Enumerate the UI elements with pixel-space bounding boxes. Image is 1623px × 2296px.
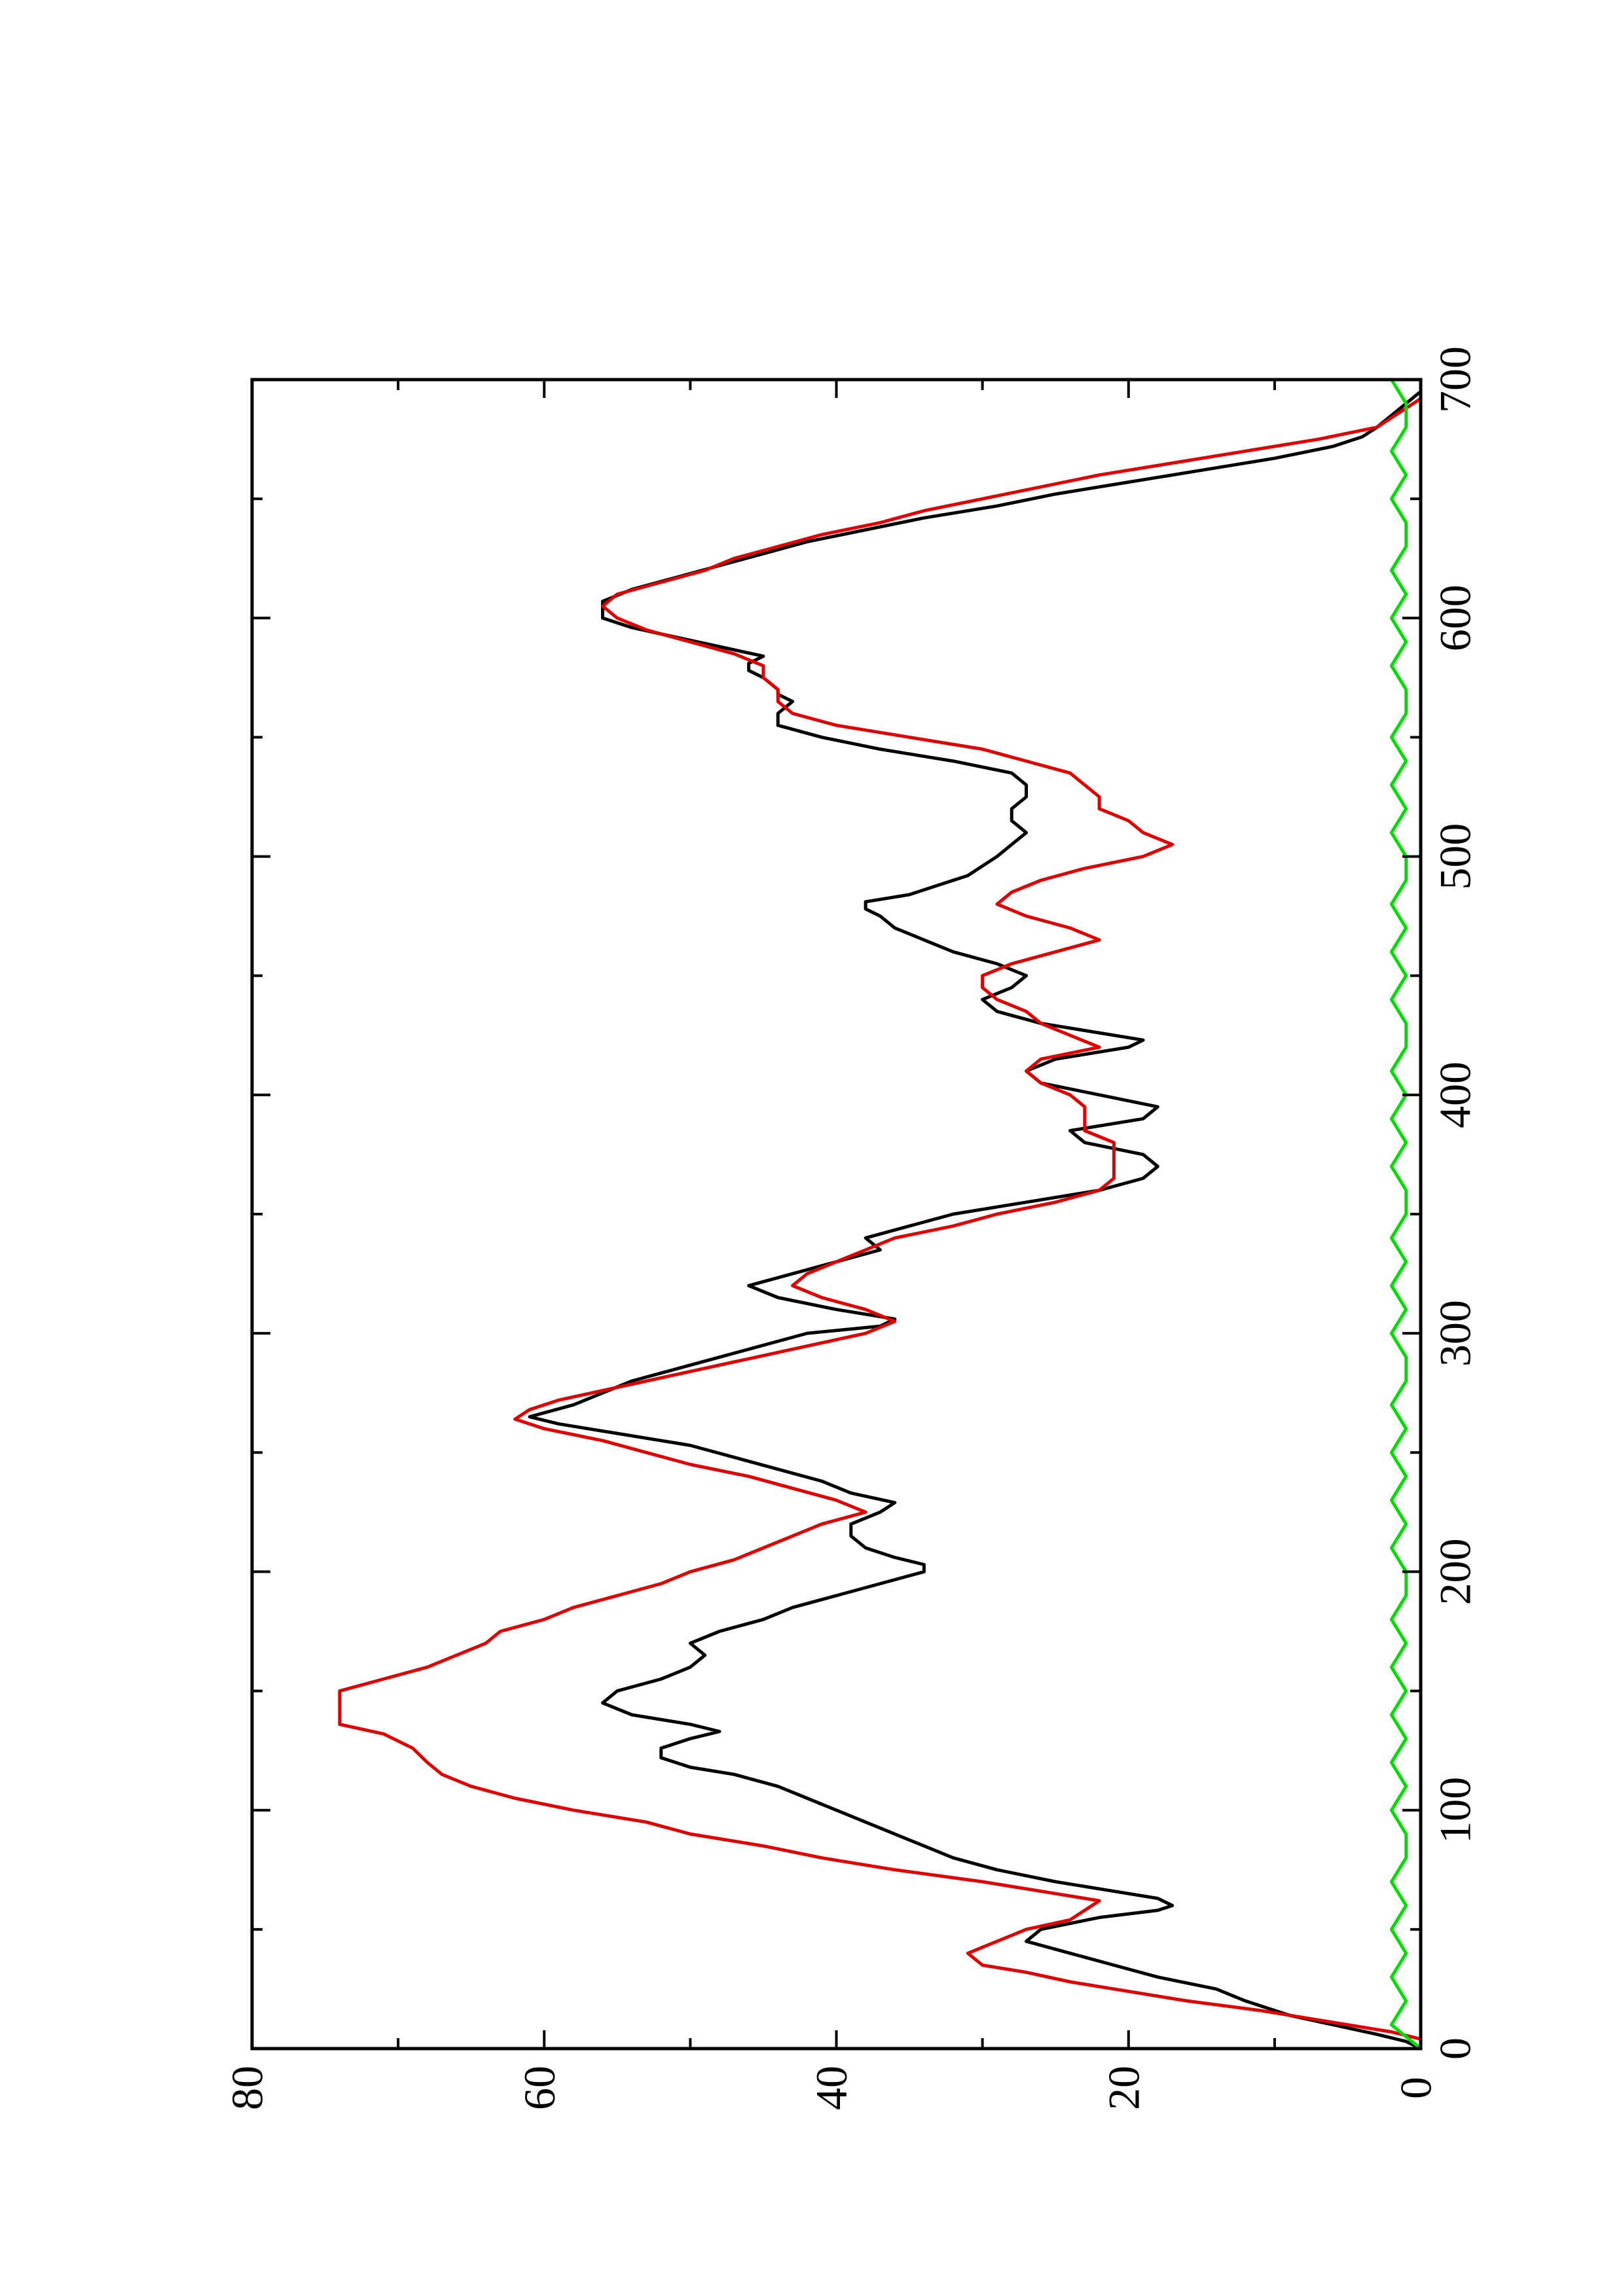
series-line-3 bbox=[1389, 378, 1422, 2050]
y-tick-label: 80 bbox=[223, 2066, 272, 2110]
x-tick-label: 200 bbox=[1431, 1538, 1480, 1605]
y-tick-label: 40 bbox=[807, 2066, 856, 2110]
y-tick-label: 0 bbox=[1391, 2077, 1441, 2099]
axis-tick-labels: 0 100 200 300 400 500 600 700 0 20 40 60 80 bbox=[223, 346, 1480, 2110]
x-tick-label: 500 bbox=[1431, 823, 1480, 890]
y-tick-label: 20 bbox=[1099, 2066, 1148, 2110]
y-tick-label: 60 bbox=[515, 2066, 564, 2110]
plot-lines bbox=[338, 378, 1423, 2051]
series-line-2 bbox=[338, 380, 1423, 2049]
x-tick-label: 300 bbox=[1431, 1300, 1480, 1367]
x-tick-label: 400 bbox=[1431, 1062, 1480, 1128]
x-tick-label: 700 bbox=[1431, 346, 1480, 413]
x-tick-label: 0 bbox=[1431, 2037, 1480, 2060]
x-tick-label: 600 bbox=[1431, 584, 1480, 651]
x-tick-label: 100 bbox=[1431, 1777, 1480, 1844]
plot-frame bbox=[250, 378, 1423, 2051]
